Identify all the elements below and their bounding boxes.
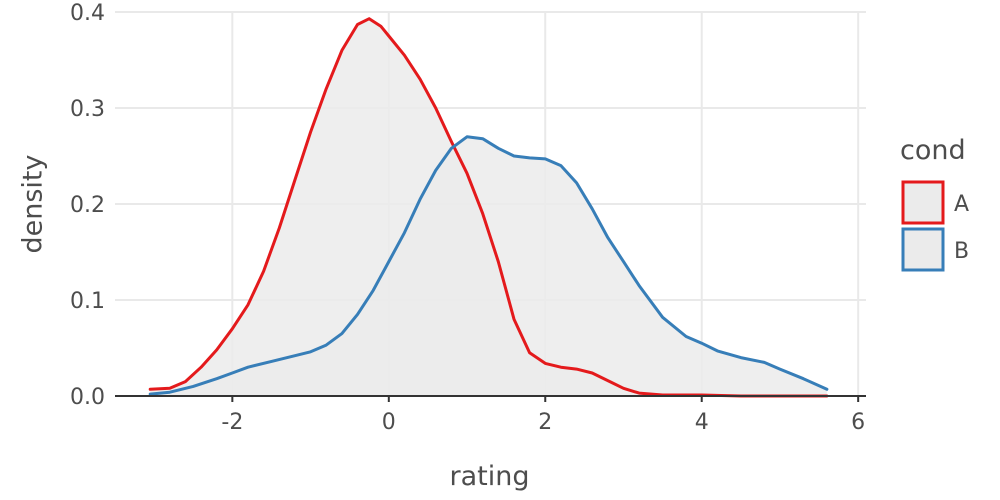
x-tick-label: 2	[538, 410, 552, 435]
x-axis-ticks: -2 0 2 4 6	[221, 396, 865, 435]
x-tick-label: 0	[382, 410, 396, 435]
legend-label-B: B	[954, 239, 969, 264]
density-area-A	[150, 18, 827, 396]
density-lines	[148, 17, 829, 398]
legend-title: cond	[900, 135, 966, 166]
y-tick-label: 0.0	[70, 385, 105, 410]
legend: cond AB	[900, 135, 969, 272]
x-tick-label: -2	[221, 410, 243, 435]
y-tick-label: 0.1	[70, 289, 105, 314]
y-tick-label: 0.2	[70, 193, 105, 218]
x-tick-label: 4	[695, 410, 709, 435]
density-areas	[150, 18, 827, 397]
x-tick-label: 6	[851, 410, 865, 435]
legend-key-B	[901, 227, 945, 272]
legend-label-A: A	[954, 192, 969, 217]
y-tick-label: 0.4	[70, 1, 105, 26]
legend-key-A	[901, 180, 945, 225]
y-axis-title: density	[17, 154, 48, 253]
density-area-B	[150, 136, 827, 397]
density-line-A	[148, 17, 829, 398]
density-line-B	[148, 135, 829, 396]
legend-items: AB	[901, 180, 969, 272]
y-tick-label: 0.3	[70, 97, 105, 122]
x-axis-title: rating	[450, 461, 530, 492]
y-axis-ticks: 0.0 0.1 0.2 0.3 0.4	[70, 1, 105, 410]
